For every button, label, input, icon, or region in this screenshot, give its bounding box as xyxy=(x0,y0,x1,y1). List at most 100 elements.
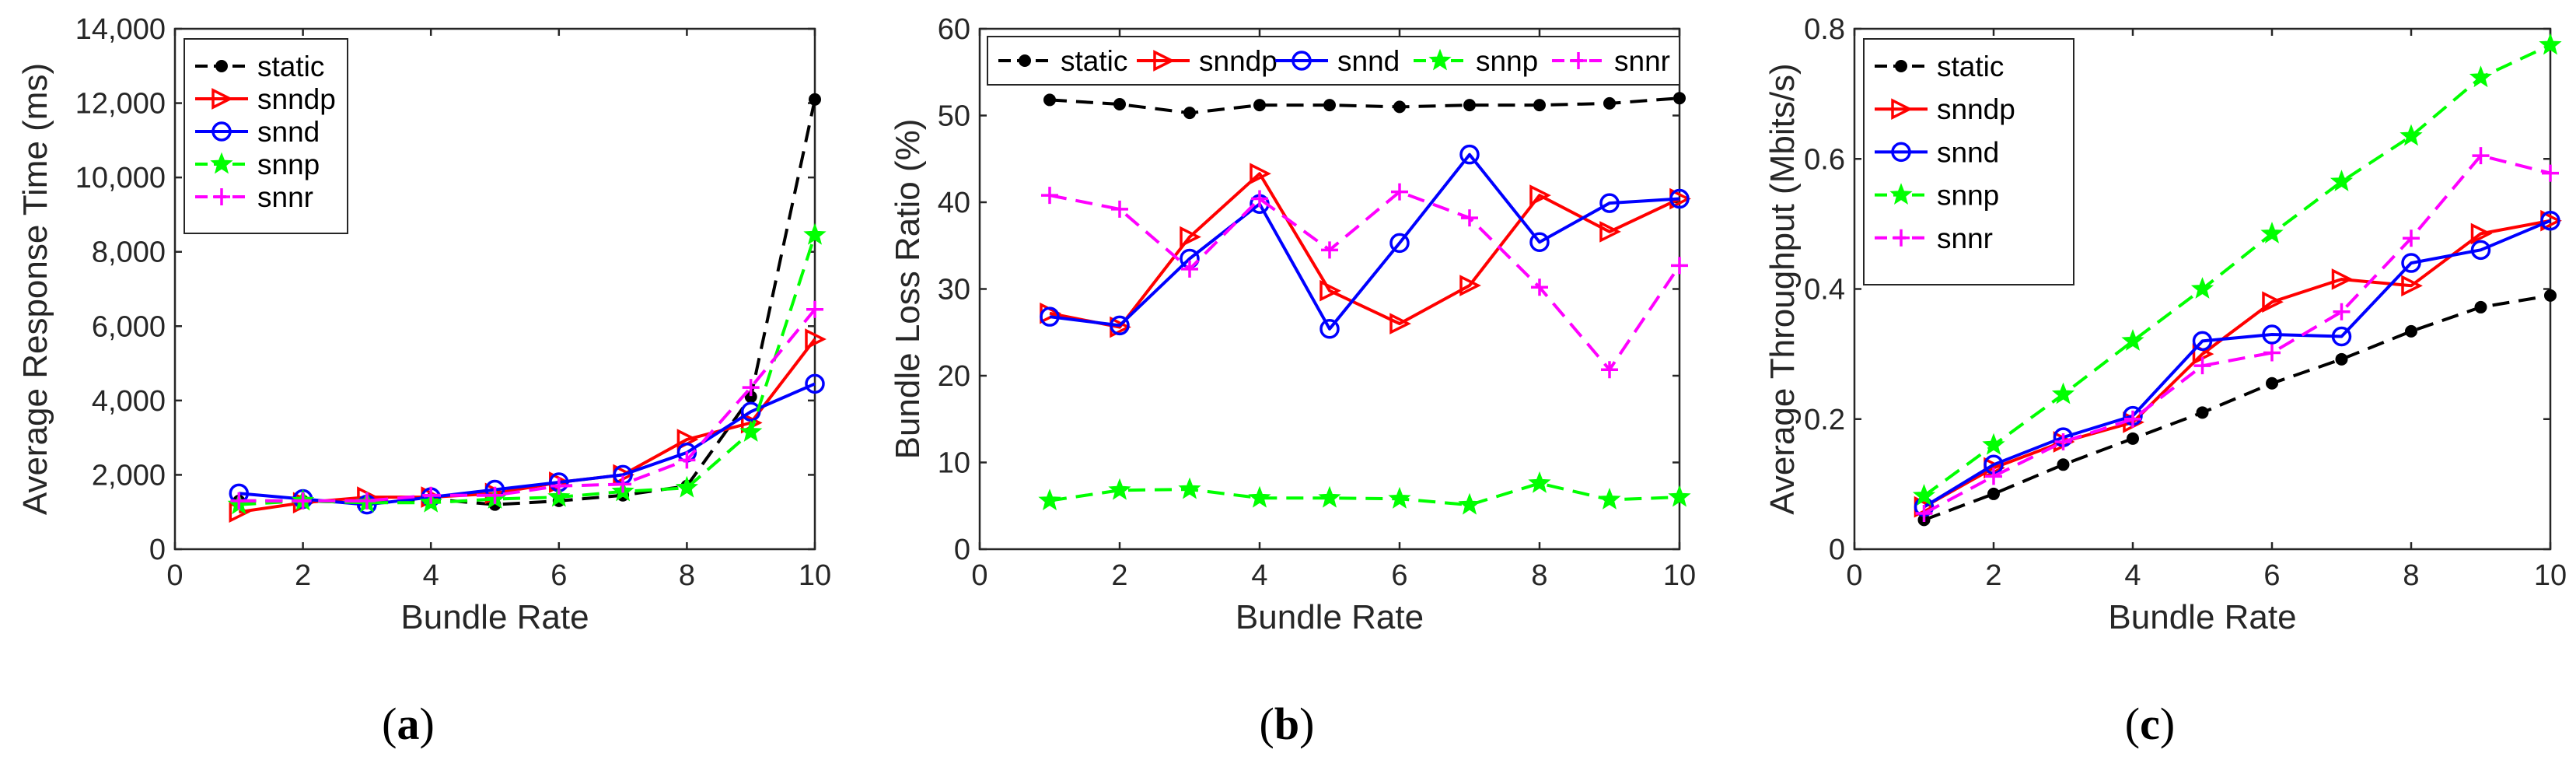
data-point-snndp xyxy=(2470,222,2493,245)
y-tick-label: 14,000 xyxy=(75,13,166,46)
legend: static snndp snnd snnp snnr xyxy=(987,36,1680,86)
data-point-static xyxy=(2405,324,2417,338)
data-point-snnp xyxy=(1178,477,1201,499)
series-snnd xyxy=(1914,210,2560,517)
data-point-snnr xyxy=(1985,468,2002,485)
series-snndp xyxy=(1040,163,1691,338)
legend-item-static: static xyxy=(998,45,1127,77)
panel-caption: (c) xyxy=(2125,699,2175,749)
y-tick-label: 10 xyxy=(938,447,970,480)
data-point-static xyxy=(2266,376,2278,390)
data-point-snnr xyxy=(1671,257,1688,275)
legend-marker-snndp xyxy=(211,88,233,110)
legend-label-snnd: snnd xyxy=(1937,136,1999,168)
data-point-snnd xyxy=(1599,193,1620,213)
legend: static snndp snnd snnp snnr xyxy=(1863,38,2074,285)
data-point-snnd xyxy=(1389,233,1410,254)
legend-marker-snnr xyxy=(1893,229,1910,247)
data-point-snnp xyxy=(2399,124,2423,146)
series-line-snndp xyxy=(1923,219,2551,509)
data-point-snnp xyxy=(1912,483,1936,506)
y-tick-label: 2,000 xyxy=(92,459,166,492)
data-point-static xyxy=(1393,100,1406,114)
y-axis-label: Bundle Loss Ratio (%) xyxy=(889,119,927,460)
data-point-static xyxy=(2544,289,2557,302)
x-tick-label: 4 xyxy=(423,559,439,592)
legend-marker-snnr xyxy=(1570,52,1587,69)
series-line-snnp xyxy=(1049,482,1680,507)
caption-letter: c xyxy=(2140,699,2160,749)
data-point-snnp xyxy=(1598,487,1621,510)
caption-open-paren: ( xyxy=(382,699,397,749)
data-point-snnd xyxy=(1110,315,1130,336)
legend-item-snnd: snnd xyxy=(1275,45,1400,77)
panel-caption: (a) xyxy=(382,699,435,749)
data-point-snnd xyxy=(2262,324,2282,345)
data-point-snnp xyxy=(2469,65,2493,88)
data-point-snnr xyxy=(1601,361,1618,379)
data-point-static xyxy=(2127,432,2139,445)
series-snnp xyxy=(1912,33,2562,506)
y-tick-label: 4,000 xyxy=(92,385,166,418)
data-point-snndp xyxy=(2401,275,2423,297)
data-point-snnd xyxy=(1459,144,1480,165)
legend-marker-snnp xyxy=(1428,48,1452,71)
panel-caption: (b) xyxy=(1260,699,1315,749)
data-point-snnp xyxy=(1038,489,1061,511)
x-axis-label: Bundle Rate xyxy=(400,598,589,636)
legend-label-snnr: snnr xyxy=(1937,222,1993,254)
y-tick-label: 8,000 xyxy=(92,236,166,269)
x-tick-label: 2 xyxy=(295,559,311,592)
data-point-snnr xyxy=(1391,183,1408,201)
series-line-snnr xyxy=(239,308,816,503)
data-point-snnd xyxy=(2192,331,2213,352)
legend-label-static: static xyxy=(1061,45,1127,77)
legend-marker-static xyxy=(215,60,228,72)
data-point-snnr xyxy=(2333,303,2351,320)
y-tick-label: 0 xyxy=(954,534,970,566)
y-tick-label: 0.2 xyxy=(1804,404,1845,436)
x-tick-label: 2 xyxy=(1985,559,2001,592)
data-point-snnd xyxy=(2331,326,2352,347)
legend-marker-snnp xyxy=(1889,183,1913,205)
data-point-snnd xyxy=(1669,188,1690,209)
legend-label-snnr: snnr xyxy=(257,181,313,213)
legend-box xyxy=(184,38,348,234)
y-tick-label: 40 xyxy=(938,187,970,219)
x-tick-label: 0 xyxy=(1846,559,1862,592)
data-point-snnd xyxy=(2540,210,2560,231)
data-point-snnr xyxy=(1461,209,1478,227)
data-point-snnp xyxy=(739,420,763,442)
caption-open-paren: ( xyxy=(2125,699,2140,749)
data-point-snndp xyxy=(1529,184,1551,206)
data-point-static xyxy=(809,93,821,106)
y-tick-label: 0 xyxy=(1829,534,1845,566)
data-point-snndp xyxy=(2262,291,2284,313)
legend-label-snnd: snnd xyxy=(1337,45,1400,77)
legend-item-snnr: snnr xyxy=(195,181,313,213)
data-point-static xyxy=(1673,92,1686,105)
data-point-static xyxy=(1987,487,2000,500)
x-tick-label: 8 xyxy=(679,559,695,592)
data-point-snndp xyxy=(1599,221,1621,243)
data-point-snnd xyxy=(2470,240,2491,261)
x-tick-label: 10 xyxy=(2534,559,2567,592)
data-point-snnr xyxy=(2124,410,2141,428)
x-tick-label: 4 xyxy=(2124,559,2141,592)
x-tick-label: 2 xyxy=(1111,559,1127,592)
chart-panel-b: 0 2 4 6 8 10 0 10 20 30 40 50 60 Bundle Rate Bundle Lo… xyxy=(889,13,1696,749)
legend-marker-static xyxy=(1019,54,1031,67)
legend-label-snnd: snnd xyxy=(257,116,320,148)
data-point-snnp xyxy=(1982,433,2005,455)
data-point-snnp xyxy=(1528,471,1551,493)
legend-box xyxy=(987,36,1680,86)
data-point-snnr xyxy=(806,300,823,318)
y-tick-label: 30 xyxy=(938,274,970,306)
y-tick-label: 0.8 xyxy=(1804,13,1845,46)
data-point-static xyxy=(2057,458,2070,471)
data-point-snnp xyxy=(1388,486,1411,509)
x-tick-label: 8 xyxy=(2403,559,2419,592)
series-static xyxy=(1917,289,2557,527)
chart-panel-a: 0 2 4 6 8 10 0 2,000 4,000 6,000 8,000 10,000 12,000… xyxy=(16,13,831,749)
series-line-snnp xyxy=(1923,44,2551,498)
